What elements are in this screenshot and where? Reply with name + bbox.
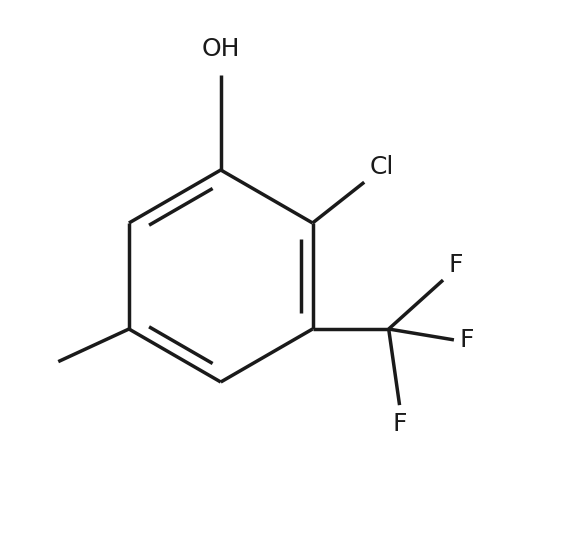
Text: F: F bbox=[392, 412, 407, 436]
Text: F: F bbox=[459, 328, 474, 352]
Text: Cl: Cl bbox=[370, 156, 394, 179]
Text: OH: OH bbox=[201, 37, 240, 61]
Text: F: F bbox=[448, 253, 463, 277]
